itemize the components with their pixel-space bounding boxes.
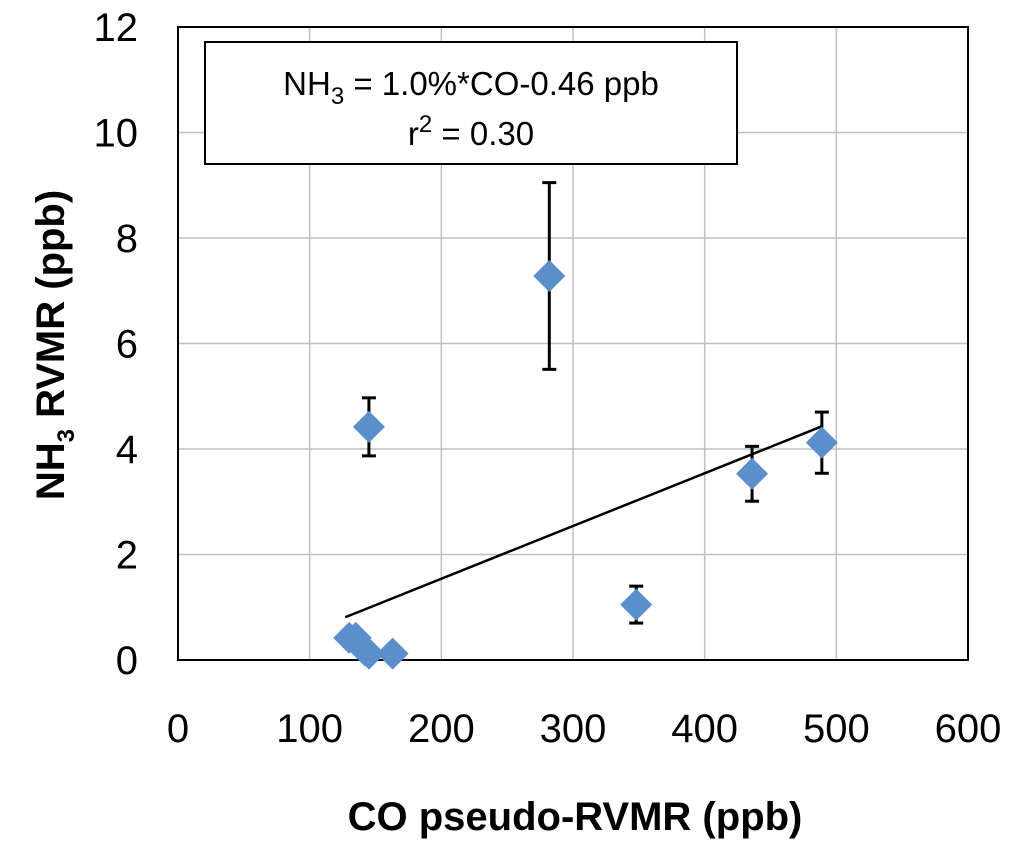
x-tick-label: 100 (276, 707, 343, 751)
x-tick-label: 300 (540, 707, 607, 751)
data-points (333, 259, 838, 670)
y-tick-label: 8 (116, 217, 138, 261)
data-point (736, 457, 769, 490)
data-point (352, 637, 385, 670)
x-tick-label: 500 (803, 707, 870, 751)
tick-labels: 0 100 200 300 400 500 600 0 2 4 6 8 10 12 (94, 6, 1002, 751)
trendline (344, 425, 823, 619)
y-tick-label: 12 (94, 6, 139, 50)
y-tick-label: 0 (116, 639, 138, 683)
x-tick-label: 200 (408, 707, 475, 751)
data-point (376, 637, 409, 670)
regression-annotation: NH3 = 1.0%*CO-0.46 ppb r2 = 0.30 (204, 41, 738, 165)
y-axis-title: NH3 RVMR (ppb) (29, 190, 80, 500)
x-tick-label: 600 (935, 707, 1002, 751)
data-point (620, 588, 653, 621)
data-point (533, 259, 566, 292)
y-tick-label: 10 (94, 112, 139, 156)
annotation-box (204, 41, 738, 165)
data-point (352, 410, 385, 443)
r-squared-label: r2 = 0.30 (408, 111, 534, 152)
x-tick-label: 0 (167, 707, 189, 751)
y-tick-label: 2 (116, 534, 138, 578)
y-tick-label: 4 (116, 428, 138, 472)
y-tick-label: 6 (116, 323, 138, 367)
equation-label: NH3 = 1.0%*CO-0.46 ppb (283, 65, 659, 110)
error-bars (361, 181, 829, 625)
plot-frame (177, 26, 969, 661)
data-point (805, 426, 838, 459)
x-tick-label: 400 (671, 707, 738, 751)
x-axis-title: CO pseudo-RVMR (ppb) (348, 795, 803, 839)
